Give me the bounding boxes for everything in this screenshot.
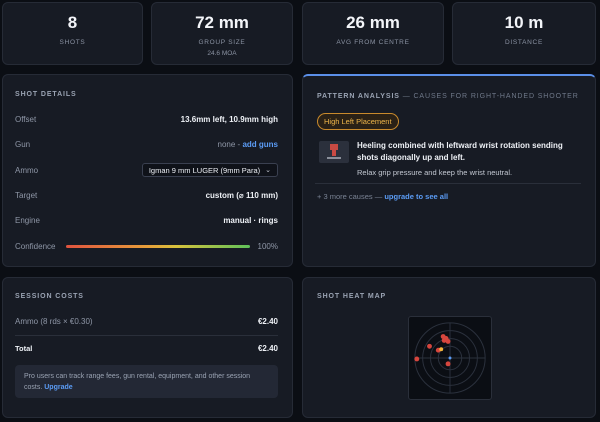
offset-row: Offset 13.6mm left, 10.9mm high — [15, 112, 278, 126]
shot-details-title: SHOT DETAILS — [15, 91, 77, 98]
ammo-cost-label: Ammo (8 rds × €0.30) — [15, 316, 93, 326]
gun-row: Gun none - add guns — [15, 137, 278, 151]
offset-value: 13.6mm left, 10.9mm high — [180, 114, 278, 124]
confidence-label: Confidence — [15, 241, 56, 251]
total-row: Total €2.40 — [15, 341, 278, 355]
confidence-value: 100% — [257, 241, 278, 251]
ammo-cost-value: €2.40 — [257, 316, 278, 326]
shot-point — [441, 337, 447, 343]
offset-label: Offset — [15, 114, 37, 124]
stat-value: 8 — [67, 13, 78, 32]
session-divider — [15, 335, 278, 336]
pattern-subtitle: — CAUSES FOR RIGHT-HANDED SHOOTER — [402, 93, 579, 100]
gun-value: none — [217, 139, 236, 149]
grip-icon — [327, 144, 341, 159]
shot-point — [445, 361, 451, 367]
stat-label: SHOTS — [59, 39, 86, 46]
cause-tip: Relax grip pressure and keep the wrist n… — [357, 168, 513, 177]
stat-distance: 10 m DISTANCE — [452, 2, 596, 65]
session-costs-title: SESSION COSTS — [15, 293, 84, 300]
ammo-select-value: Igman 9 mm LUGER (9mm Para) — [148, 165, 261, 175]
stat-value: 10 m — [504, 13, 544, 32]
target-value: custom (⌀ 110 mm) — [205, 190, 278, 200]
placement-badge: High Left Placement — [317, 113, 399, 130]
stat-label: DISTANCE — [505, 39, 543, 46]
group-centre-point — [439, 347, 444, 352]
target-label: Target — [15, 190, 38, 200]
engine-label: Engine — [15, 215, 40, 225]
stat-avg-from-centre: 26 mm AVG FROM CENTRE — [302, 2, 444, 65]
more-causes: + 3 more causes — upgrade to see all — [317, 192, 448, 201]
stat-label: GROUP SIZE — [198, 39, 246, 46]
stat-value: 26 mm — [346, 13, 400, 32]
stat-sub: 24.6 MOA — [207, 50, 237, 57]
cause-thumbnail — [319, 141, 349, 163]
ammo-row: Ammo Igman 9 mm LUGER (9mm Para) ⌄ — [15, 163, 278, 177]
add-guns-link[interactable]: add guns — [242, 139, 278, 149]
stat-label: AVG FROM CENTRE — [336, 39, 410, 46]
upgrade-to-see-all-link[interactable]: upgrade to see all — [384, 192, 449, 201]
target-row: Target custom (⌀ 110 mm) — [15, 188, 278, 202]
ammo-label: Ammo — [15, 165, 39, 175]
more-causes-text: + 3 more causes — — [317, 192, 383, 201]
heat-map-title: SHOT HEAT MAP — [317, 293, 387, 300]
shot-point — [427, 343, 432, 349]
engine-row: Engine manual · rings — [15, 213, 278, 227]
ammo-select[interactable]: Igman 9 mm LUGER (9mm Para) ⌄ — [141, 163, 278, 177]
pattern-analysis-card: PATTERN ANALYSIS — CAUSES FOR RIGHT-HAND… — [302, 74, 596, 267]
pattern-divider — [315, 183, 581, 184]
stat-shots: 8 SHOTS — [2, 2, 143, 65]
chevron-down-icon: ⌄ — [265, 167, 271, 174]
pattern-header: PATTERN ANALYSIS — CAUSES FOR RIGHT-HAND… — [317, 93, 579, 100]
upgrade-link[interactable]: Upgrade — [44, 384, 73, 391]
heat-map-target — [408, 316, 492, 400]
shot-point — [445, 338, 451, 344]
gun-value-group: none - add guns — [218, 140, 278, 149]
cause-title: Heeling combined with leftward wrist rot… — [357, 141, 563, 162]
gun-label: Gun — [15, 139, 31, 149]
total-label: Total — [15, 343, 33, 353]
confidence-row: Confidence 100% — [15, 239, 278, 253]
target-centre-point — [448, 356, 452, 360]
total-value: €2.40 — [257, 343, 278, 353]
stat-value: 72 mm — [195, 13, 249, 32]
shot-point — [414, 356, 420, 362]
pro-callout: Pro users can track range fees, gun rent… — [15, 365, 278, 398]
ammo-cost-row: Ammo (8 rds × €0.30) €2.40 — [15, 314, 278, 328]
engine-value: manual · rings — [223, 215, 278, 225]
gun-separator: - — [235, 139, 243, 149]
session-costs-card: SESSION COSTS Ammo (8 rds × €0.30) €2.40… — [2, 277, 293, 418]
confidence-bar — [66, 245, 250, 248]
pattern-title: PATTERN ANALYSIS — [317, 93, 400, 100]
shot-heat-map-card: SHOT HEAT MAP — [302, 277, 596, 418]
pro-callout-text: Pro users can track range fees, gun rent… — [24, 373, 251, 391]
stat-group-size: 72 mm GROUP SIZE 24.6 MOA — [151, 2, 293, 65]
shot-details-card: SHOT DETAILS Offset 13.6mm left, 10.9mm … — [2, 74, 293, 267]
